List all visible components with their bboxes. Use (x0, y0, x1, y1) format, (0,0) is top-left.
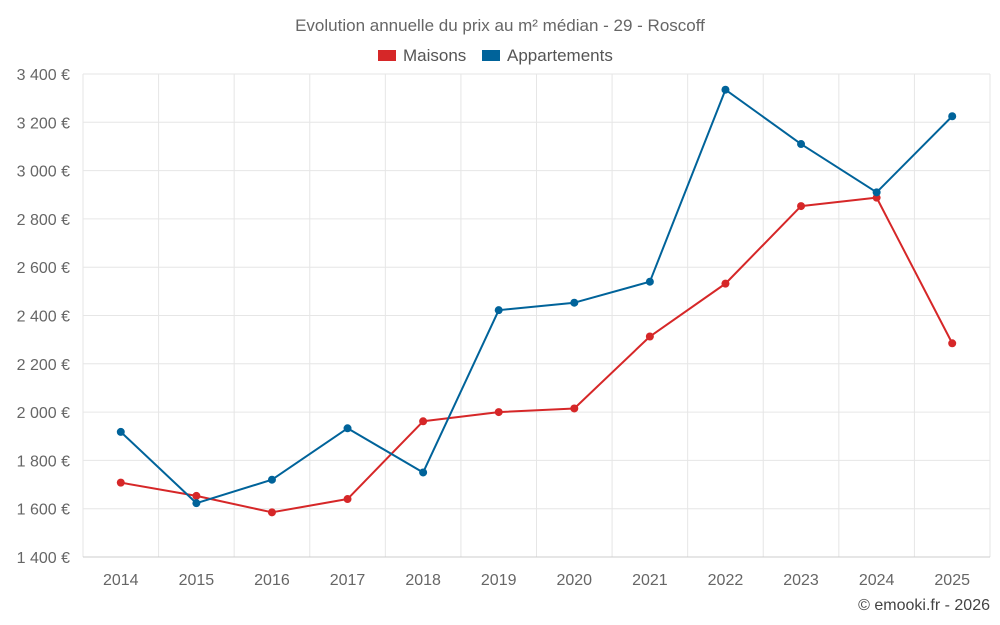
data-point-appartements-2016[interactable] (267, 475, 276, 484)
data-point-appartements-2017[interactable] (343, 424, 352, 433)
x-tick-label: 2023 (783, 572, 819, 589)
data-point-maisons-2021[interactable] (645, 332, 654, 341)
data-point-maisons-2016[interactable] (267, 508, 276, 517)
y-tick-label: 2 400 € (17, 309, 70, 326)
legend-item-maisons[interactable]: Maisons (378, 46, 466, 65)
data-point-maisons-2015[interactable] (192, 491, 201, 500)
x-axis: 2014 2015 2016 2017 2018 2019 2020 2021 2022 2023… (83, 556, 990, 589)
x-tick-label: 2019 (481, 572, 517, 589)
grid (82, 73, 991, 558)
y-tick-label: 1 400 € (17, 550, 70, 567)
data-point-appartements-2024[interactable] (872, 188, 881, 197)
data-point-maisons-2014[interactable] (116, 478, 125, 487)
legend-label: Appartements (507, 46, 613, 65)
x-tick-label: 2015 (179, 572, 215, 589)
data-point-appartements-2021[interactable] (645, 277, 654, 286)
data-point-appartements-2023[interactable] (797, 140, 806, 149)
legend-swatch (378, 50, 396, 61)
legend-item-appartements[interactable]: Appartements (482, 46, 613, 65)
data-point-maisons-2018[interactable] (419, 417, 428, 426)
y-tick-label: 2 800 € (17, 212, 70, 229)
series-maisons (116, 193, 957, 517)
y-tick-label: 2 600 € (17, 260, 70, 277)
x-tick-label: 2020 (556, 572, 592, 589)
x-tick-label: 2021 (632, 572, 668, 589)
copyright-credit: © emooki.fr - 2026 (858, 597, 990, 614)
series-line-maisons (120, 196, 954, 514)
y-tick-label: 3 000 € (17, 164, 70, 181)
x-tick-label: 2022 (708, 572, 744, 589)
data-point-maisons-2017[interactable] (343, 495, 352, 504)
series-appartements (116, 85, 957, 508)
data-point-maisons-2022[interactable] (721, 279, 730, 288)
data-point-maisons-2020[interactable] (570, 404, 579, 413)
x-tick-label: 2017 (330, 572, 366, 589)
data-point-appartements-2018[interactable] (419, 468, 428, 477)
y-tick-label: 1 800 € (17, 453, 70, 470)
x-tick-label: 2014 (103, 572, 139, 589)
x-tick-label: 2025 (934, 572, 970, 589)
data-point-appartements-2019[interactable] (494, 306, 503, 315)
legend-label: Maisons (403, 46, 466, 65)
y-tick-label: 3 200 € (17, 115, 70, 132)
data-point-appartements-2022[interactable] (721, 85, 730, 94)
y-tick-label: 3 400 € (17, 67, 70, 84)
data-point-appartements-2014[interactable] (116, 427, 125, 436)
data-point-maisons-2023[interactable] (797, 202, 806, 211)
data-point-appartements-2020[interactable] (570, 298, 579, 307)
x-tick-label: 2024 (859, 572, 895, 589)
y-tick-label: 2 000 € (17, 405, 70, 422)
series-line-appartements (120, 88, 953, 505)
y-tick-label: 2 200 € (17, 357, 70, 374)
chart-title: Evolution annuelle du prix au m² médian … (295, 16, 705, 35)
data-point-appartements-2015[interactable] (192, 499, 201, 508)
x-tick-label: 2016 (254, 572, 290, 589)
legend-swatch (482, 50, 500, 61)
data-point-appartements-2025[interactable] (948, 112, 957, 121)
x-tick-label: 2018 (405, 572, 441, 589)
series-layer (116, 85, 957, 517)
y-axis: 1 400 € 1 600 € 1 800 € 2 000 € 2 200 € 2 400… (17, 67, 70, 567)
legend: Maisons Appartements (378, 46, 613, 65)
data-point-maisons-2019[interactable] (494, 408, 503, 417)
data-point-maisons-2025[interactable] (948, 339, 957, 348)
y-tick-label: 1 600 € (17, 502, 70, 519)
